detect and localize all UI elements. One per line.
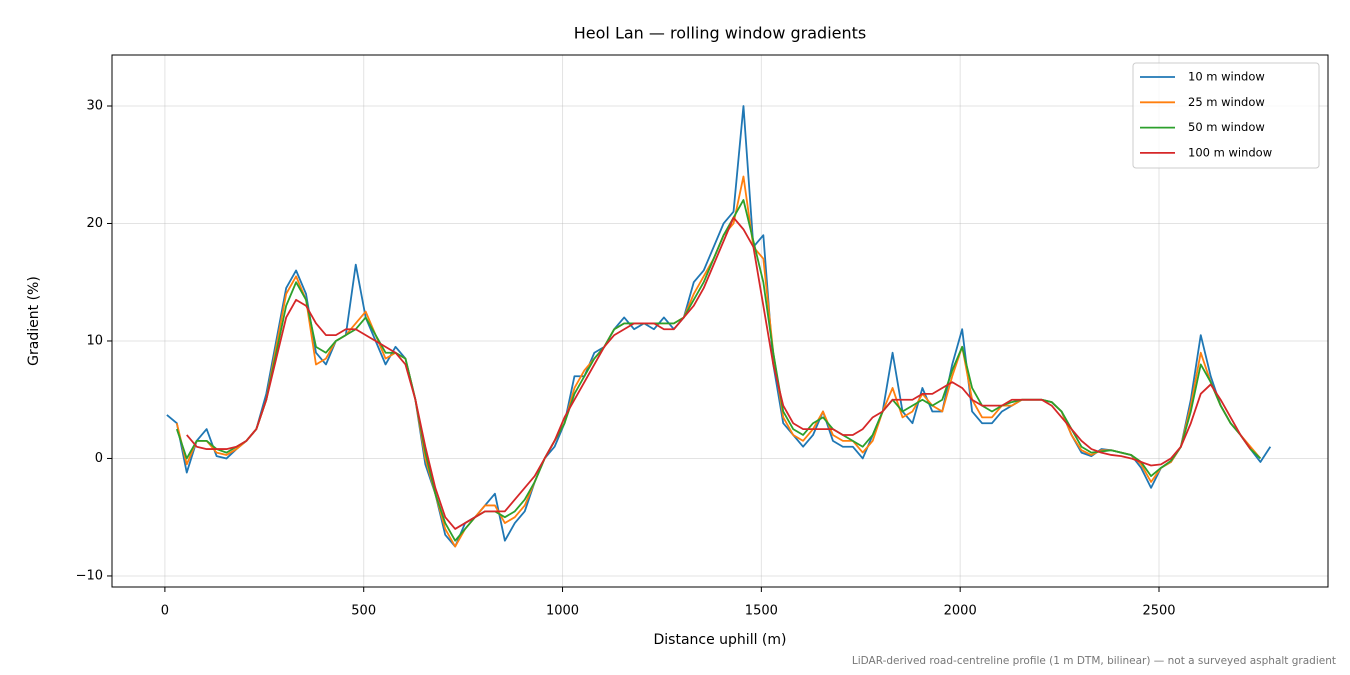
legend-label: 10 m window (1188, 70, 1265, 84)
x-tick-label: 500 (351, 604, 376, 619)
legend-label: 25 m window (1188, 95, 1265, 109)
legend-label: 50 m window (1188, 120, 1265, 134)
plot-frame (111, 54, 1329, 588)
series-line (186, 216, 1252, 530)
y-axis-label: Gradient (%) (26, 276, 42, 366)
y-tick-label: 20 (86, 216, 103, 231)
x-tick-label: 1000 (546, 604, 579, 619)
legend-label: 100 m window (1188, 145, 1272, 159)
legend-box (1132, 62, 1320, 169)
y-tick-label: 30 (86, 98, 103, 113)
x-tick-label: 2000 (944, 604, 977, 619)
footnote: LiDAR-derived road-centreline profile (1… (852, 655, 1336, 667)
x-tick-label: 2500 (1142, 604, 1175, 619)
y-tick-label: −10 (76, 568, 103, 583)
x-axis-label: Distance uphill (m) (654, 632, 787, 648)
series-line (175, 199, 1262, 542)
y-tick-label: 0 (95, 451, 103, 466)
x-tick-label: 0 (161, 604, 169, 619)
series-line (166, 105, 1272, 548)
series-line (175, 175, 1262, 548)
y-tick-label: 10 (86, 333, 103, 348)
x-tick-label: 1500 (745, 604, 778, 619)
chart-title: Heol Lan — rolling window gradients (574, 24, 866, 43)
